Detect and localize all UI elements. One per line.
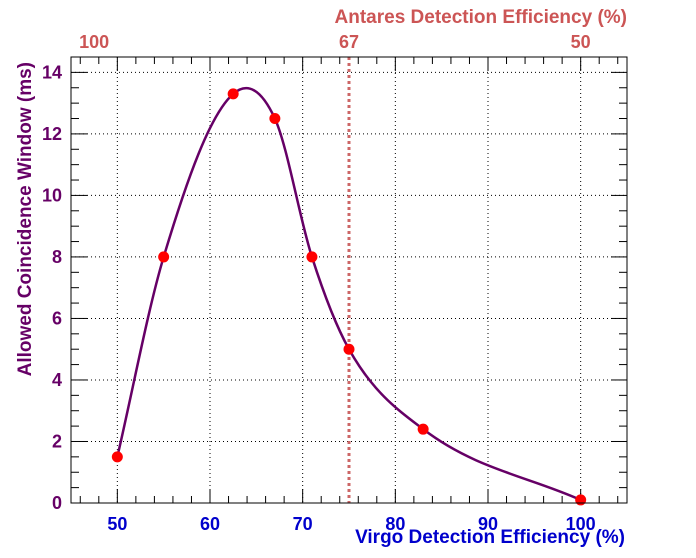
data-point: [227, 88, 239, 100]
y-tick-label: 14: [42, 62, 62, 82]
data-point: [158, 251, 170, 263]
y-tick-label: 0: [52, 493, 62, 513]
data-point: [343, 343, 355, 355]
top-tick-label: 50: [571, 32, 591, 52]
y-axis-title: Allowed Coincidence Window (ms): [15, 62, 36, 376]
x-tick-label: 50: [107, 514, 127, 534]
data-point: [417, 423, 429, 435]
top-axis-title: Antares Detection Efficiency (%): [335, 7, 627, 28]
x-tick-label: 90: [478, 514, 498, 534]
y-tick-label: 4: [52, 370, 62, 390]
data-point: [306, 251, 318, 263]
x-axis-title: Virgo Detection Efficiency (%): [355, 527, 625, 548]
x-tick-label: 100: [566, 514, 596, 534]
points-layer: [111, 88, 587, 506]
data-point: [575, 494, 587, 506]
y-tick-label: 6: [52, 308, 62, 328]
y-tick-label: 2: [52, 431, 62, 451]
x-tick-label: 70: [293, 514, 313, 534]
data-point: [269, 113, 281, 125]
data-point: [111, 451, 123, 463]
y-tick-label: 8: [52, 247, 62, 267]
x-tick-label: 60: [200, 514, 220, 534]
y-tick-label: 12: [42, 124, 62, 144]
top-tick-label: 67: [339, 32, 359, 52]
y-tick-label: 10: [42, 185, 62, 205]
top-tick-label: 100: [79, 32, 109, 52]
x-tick-label: 80: [385, 514, 405, 534]
labels-layer: 50 60 70 80 90 100 0 2 4 6 8 10 12 14 100 67 50: [42, 32, 596, 534]
plot-frame: [70, 56, 628, 504]
